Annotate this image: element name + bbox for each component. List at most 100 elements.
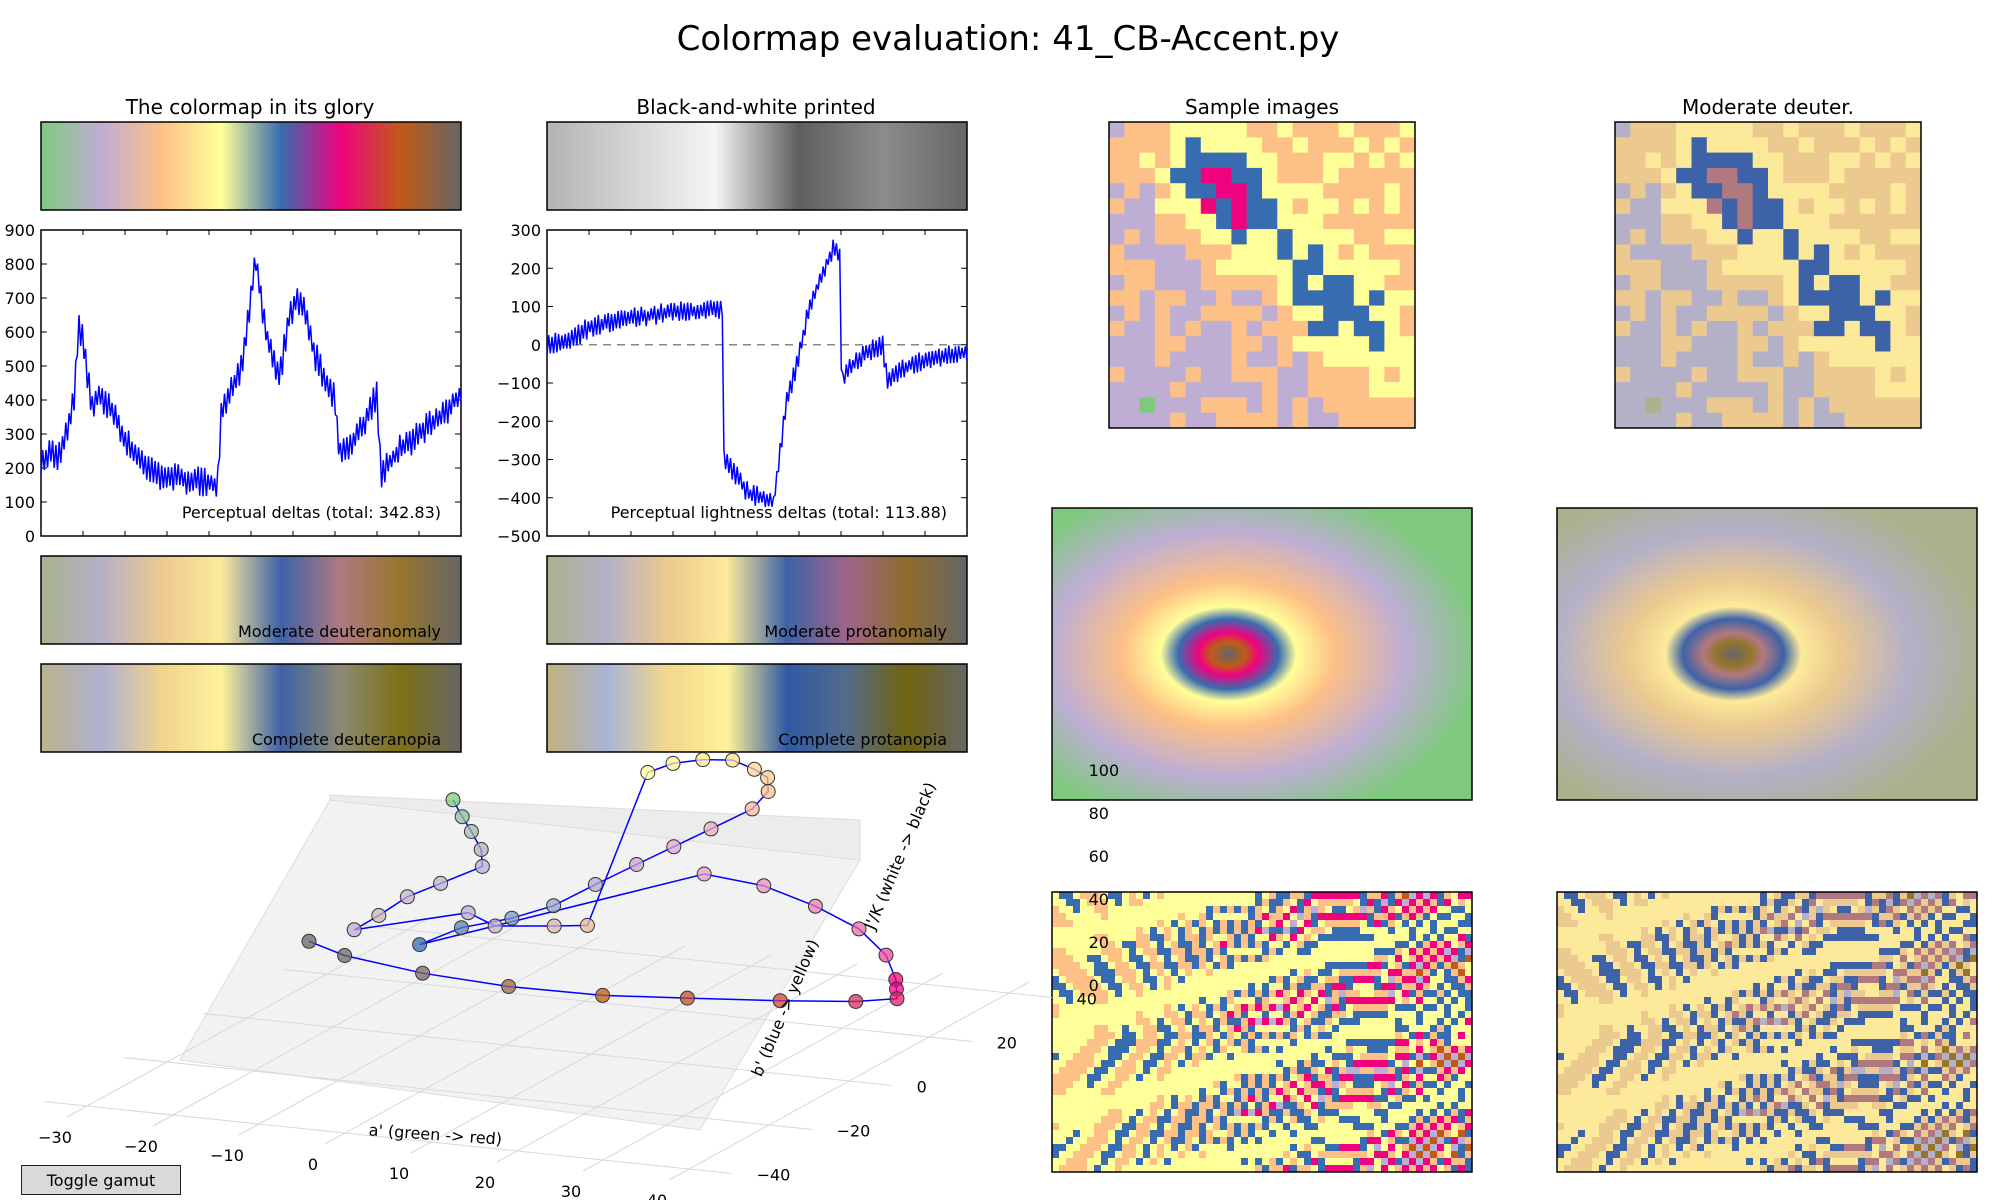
image-pixel: [1858, 927, 1866, 935]
image-pixel: [1087, 913, 1095, 921]
colormap-colorbar: [40, 121, 462, 211]
image-pixel: [1795, 1060, 1803, 1068]
image-pixel: [1606, 997, 1614, 1005]
image-pixel: [1384, 259, 1401, 276]
image-pixel: [1802, 934, 1810, 942]
image-pixel: [1248, 1025, 1256, 1033]
image-pixel: [1304, 941, 1312, 949]
image-pixel: [1311, 962, 1319, 970]
image-pixel: [1416, 1130, 1424, 1138]
image-pixel: [1234, 1011, 1242, 1019]
image-pixel: [1199, 962, 1207, 970]
image-pixel: [1615, 366, 1631, 383]
image-pixel: [1108, 1151, 1116, 1159]
image-pixel: [1823, 990, 1831, 998]
image-pixel: [1246, 183, 1263, 199]
image-pixel: [1262, 336, 1278, 352]
image-pixel: [1963, 920, 1971, 928]
image-pixel: [1774, 1060, 1782, 1068]
image-pixel: [1752, 275, 1769, 291]
image-pixel: [1437, 1116, 1445, 1124]
deuteranopia-colorbar: [40, 663, 462, 753]
image-pixel: [1697, 934, 1705, 942]
image-pixel: [1206, 1004, 1214, 1012]
image-pixel: [1199, 1074, 1207, 1082]
image-pixel: [1620, 927, 1628, 935]
image-pixel: [1865, 1011, 1873, 1019]
image-pixel: [1725, 976, 1733, 984]
image-pixel: [1262, 1025, 1270, 1033]
image-pixel: [1262, 920, 1270, 928]
image-pixel: [1802, 955, 1810, 963]
image-pixel: [1325, 1053, 1333, 1061]
image-pixel: [1564, 990, 1572, 998]
image-pixel: [1115, 1088, 1123, 1096]
image-pixel: [1297, 1144, 1305, 1152]
image-pixel: [1423, 1088, 1431, 1096]
image-pixel: [1585, 1060, 1593, 1068]
image-pixel: [1430, 941, 1438, 949]
image-pixel: [1578, 899, 1586, 907]
image-pixel: [1171, 1088, 1179, 1096]
image-pixel: [1451, 1067, 1459, 1075]
image-pixel: [1706, 137, 1723, 154]
image-pixel: [1360, 1109, 1368, 1117]
image-pixel: [1262, 997, 1270, 1005]
image-pixel: [1942, 1060, 1950, 1068]
image-pixel: [1613, 983, 1621, 991]
image-pixel: [1641, 948, 1649, 956]
image-pixel: [1124, 351, 1141, 368]
image-pixel: [1150, 941, 1158, 949]
image-pixel: [1220, 927, 1228, 935]
image-pixel: [1206, 1095, 1214, 1103]
image-pixel: [1458, 1053, 1466, 1061]
image-pixel: [1318, 955, 1326, 963]
image-pixel: [1706, 198, 1723, 215]
image-pixel: [1101, 913, 1109, 921]
image-pixel: [1879, 1039, 1887, 1047]
image-pixel: [1360, 1011, 1368, 1019]
image-pixel: [1101, 906, 1109, 914]
image-pixel: [1615, 412, 1631, 429]
image-pixel: [1073, 1081, 1081, 1089]
image-pixel: [1178, 1011, 1186, 1019]
image-pixel: [1620, 913, 1628, 921]
image-pixel: [1157, 997, 1165, 1005]
image-pixel: [1178, 920, 1186, 928]
image-pixel: [1430, 1088, 1438, 1096]
image-pixel: [1124, 259, 1141, 276]
image-pixel: [1444, 1116, 1452, 1124]
image-pixel: [1311, 1004, 1319, 1012]
image-pixel: [1220, 1032, 1228, 1040]
image-pixel: [1292, 198, 1309, 215]
image-pixel: [1066, 1039, 1074, 1047]
image-pixel: [1893, 941, 1901, 949]
image-pixel: [1154, 305, 1171, 322]
image-pixel: [1066, 1032, 1074, 1040]
image-pixel: [1648, 899, 1656, 907]
image-pixel: [1122, 1011, 1130, 1019]
image-pixel: [1374, 1074, 1382, 1082]
image-pixel: [1216, 244, 1232, 261]
image-pixel: [1949, 934, 1957, 942]
image-pixel: [1290, 1032, 1298, 1040]
image-pixel: [1737, 382, 1754, 398]
image-pixel: [1970, 1046, 1978, 1054]
image-pixel: [1185, 927, 1193, 935]
image-pixel: [1101, 1158, 1109, 1166]
image-pixel: [1234, 1151, 1242, 1159]
image-pixel: [1283, 934, 1291, 942]
image-pixel: [1290, 962, 1298, 970]
image-pixel: [1905, 305, 1922, 322]
image-pixel: [1367, 1123, 1375, 1131]
image-pixel: [1323, 290, 1339, 307]
image-pixel: [1276, 1018, 1284, 1026]
image-pixel: [1802, 976, 1810, 984]
image-pixel: [1122, 1137, 1130, 1145]
image-pixel: [1367, 1102, 1375, 1110]
image-pixel: [1571, 913, 1579, 921]
image-pixel: [1725, 934, 1733, 942]
image-pixel: [1143, 1053, 1151, 1061]
image-pixel: [1139, 305, 1156, 322]
image-pixel: [1087, 948, 1095, 956]
